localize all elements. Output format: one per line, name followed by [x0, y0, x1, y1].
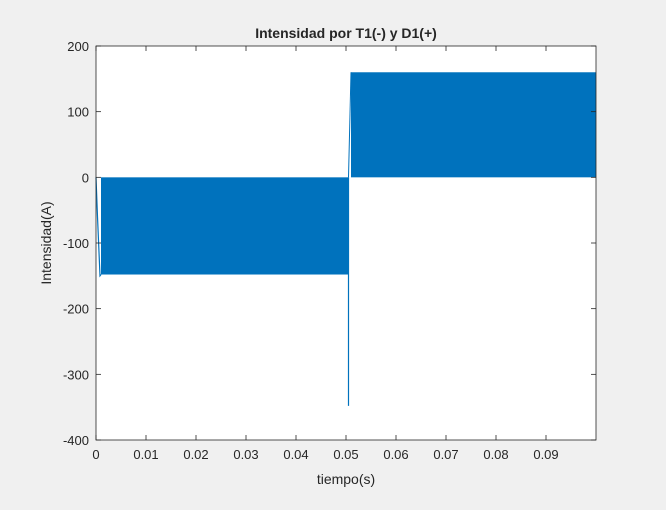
x-tick-label: 0.06	[383, 447, 408, 462]
series-transition	[348, 72, 352, 178]
y-tick-label: 100	[67, 105, 89, 120]
y-tick-label: -100	[63, 236, 89, 251]
y-axis-label: Intensidad(A)	[38, 201, 54, 284]
x-tick-label: 0.04	[283, 447, 308, 462]
y-tick-label: 0	[82, 170, 89, 185]
chart-title: Intensidad por T1(-) y D1(+)	[255, 25, 437, 41]
x-axis-label: tiempo(s)	[317, 471, 375, 487]
y-tick-label: -400	[63, 433, 89, 448]
x-axis-ticks: 0 0.01 0.02 0.03 0.04 0.05 0.06 0.07 0.08 0.09	[92, 46, 559, 462]
series-initial-transient	[95, 177, 102, 278]
x-tick-label: 0.08	[483, 447, 508, 462]
series-band-1	[101, 177, 349, 275]
x-tick-label: 0.03	[233, 447, 258, 462]
y-tick-label: -200	[63, 302, 89, 317]
x-tick-label: 0.07	[433, 447, 458, 462]
y-axis-ticks: 200 100 0 -100 -200 -300 -400	[63, 39, 596, 448]
x-tick-label: 0.01	[133, 447, 158, 462]
y-tick-label: 200	[67, 39, 89, 54]
series-band-2	[351, 72, 596, 178]
y-tick-label: -300	[63, 367, 89, 382]
x-tick-label: 0	[92, 447, 99, 462]
x-tick-label: 0.05	[333, 447, 358, 462]
data-layer	[95, 72, 596, 406]
x-tick-label: 0.02	[183, 447, 208, 462]
x-tick-label: 0.09	[533, 447, 558, 462]
